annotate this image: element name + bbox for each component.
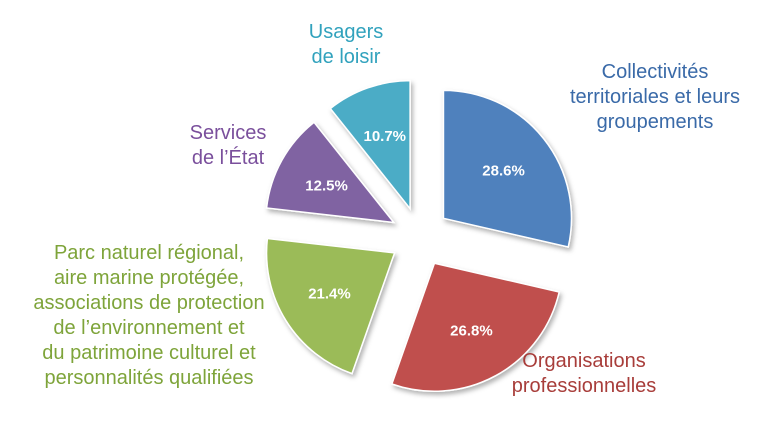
label-collectivites: Collectivités territoriales et leurs gro…	[569, 61, 741, 133]
label-organisations: Organisations professionnelles	[511, 350, 657, 397]
value-label-services-etat: 12.5%	[305, 177, 348, 194]
pie-slice-organisations	[390, 262, 561, 392]
label-usagers-de-loisir: Usagers de loisir	[308, 21, 384, 68]
pie-slice-collectivites	[442, 89, 573, 248]
pie-slice-usagers-de-loisir	[329, 79, 411, 211]
pie-slice-services-etat	[265, 121, 396, 224]
label-parc-naturel: Parc naturel régional, aire marine proté…	[33, 242, 265, 389]
pie-slice-parc-naturel	[265, 237, 396, 375]
value-label-usagers-de-loisir: 10.7%	[363, 128, 406, 145]
pie-slices	[265, 79, 573, 392]
value-label-collectivites: 28.6%	[482, 162, 525, 179]
value-label-parc-naturel: 21.4%	[308, 286, 351, 303]
pie-value-labels: 28.6% 26.8% 21.4% 12.5% 10.7%	[305, 128, 525, 339]
label-services-etat: Services de l’État	[189, 122, 267, 169]
value-label-organisations: 26.8%	[450, 323, 493, 340]
